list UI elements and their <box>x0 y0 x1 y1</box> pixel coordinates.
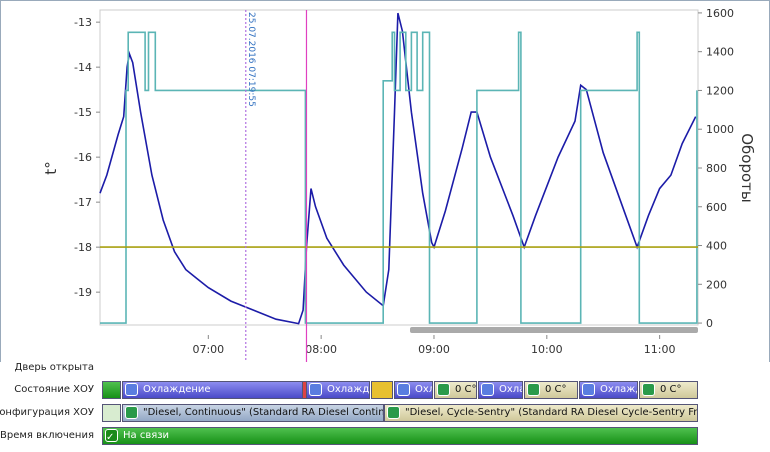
y2-tick-label: 1000 <box>706 123 734 136</box>
config-segment[interactable]: "Diesel, Continuous" (Standard RA Diesel… <box>122 404 384 422</box>
y2-tick-label: 1400 <box>706 46 734 59</box>
y-tick-label: -15 <box>74 106 92 119</box>
y-tick-label: -18 <box>74 241 92 254</box>
y2-tick-label: 400 <box>706 240 727 253</box>
row-label: Конфигурация ХОУ <box>0 407 94 418</box>
series-line <box>99 12 697 325</box>
config-text: "Diesel, Continuous" (Standard RA Diesel… <box>143 407 384 418</box>
row-label: Состояние ХОУ <box>14 384 94 395</box>
y-tick-label: -14 <box>74 61 92 74</box>
y2-tick-label: 0 <box>706 317 713 330</box>
state-text: Охлаждение <box>143 384 211 395</box>
state-text: 0 C° <box>455 384 477 395</box>
state-text: Охла <box>499 384 523 395</box>
series-line <box>100 31 698 324</box>
config-segment[interactable]: "Diesel, Cycle-Sentry" (Standard RA Dies… <box>384 404 698 422</box>
state-text: Охлажд <box>600 384 637 395</box>
y2-tick-label: 200 <box>706 278 727 291</box>
config-icon[interactable] <box>102 404 121 422</box>
row-label: Время включения <box>0 430 94 441</box>
x-tick-label: 08:00 <box>305 343 337 356</box>
state-text: Охлажде <box>327 384 370 395</box>
y2-tick-label: 1200 <box>706 84 734 97</box>
state-text: 0 C° <box>545 384 567 395</box>
plot-area <box>99 9 699 326</box>
power-text: На связи <box>123 430 170 441</box>
state-icon[interactable] <box>371 381 393 399</box>
state-segment[interactable]: 0 C° <box>434 381 477 399</box>
state-text: 0 C° <box>660 384 682 395</box>
marker-label: 25.07.2016 07:19:55 <box>246 12 256 107</box>
y-tick-label: -17 <box>74 196 92 209</box>
state-text: Охл <box>415 384 432 395</box>
row-label: Дверь открыта <box>14 362 94 373</box>
config-text: "Diesel, Cycle-Sentry" (Standard RA Dies… <box>405 407 698 418</box>
state-segment[interactable]: Охл <box>394 381 433 399</box>
state-segment[interactable]: Охла <box>478 381 523 399</box>
power-segment[interactable]: ✓ На связи <box>102 427 698 445</box>
y2-tick-label: 600 <box>706 201 727 214</box>
y-tick-label: -16 <box>74 151 92 164</box>
state-segment[interactable]: Охлажде <box>306 381 370 399</box>
x-tick-label: 10:00 <box>531 343 563 356</box>
y2-axis-title: Обороты <box>738 133 756 203</box>
y-tick-label: -19 <box>74 286 92 299</box>
chart: t° Обороты -19 -18 -17 -16 -15 -14 -13 0 200 400 6… <box>0 0 770 362</box>
y2-tick-label: 1600 <box>706 7 734 20</box>
state-segment[interactable]: 0 C° <box>639 381 698 399</box>
state-segment[interactable]: Охлаждение <box>122 381 303 399</box>
x-tick-label: 09:00 <box>418 343 450 356</box>
y2-tick-label: 800 <box>706 162 727 175</box>
x-tick-label: 07:00 <box>192 343 224 356</box>
state-icon[interactable] <box>102 381 121 399</box>
scrollbar[interactable] <box>410 327 698 333</box>
x-tick-label: 11:00 <box>644 343 676 356</box>
state-segment[interactable]: 0 C° <box>524 381 578 399</box>
y-axis-title: t° <box>42 161 60 174</box>
y-tick-label: -13 <box>74 16 92 29</box>
state-segment[interactable]: Охлажд <box>579 381 638 399</box>
